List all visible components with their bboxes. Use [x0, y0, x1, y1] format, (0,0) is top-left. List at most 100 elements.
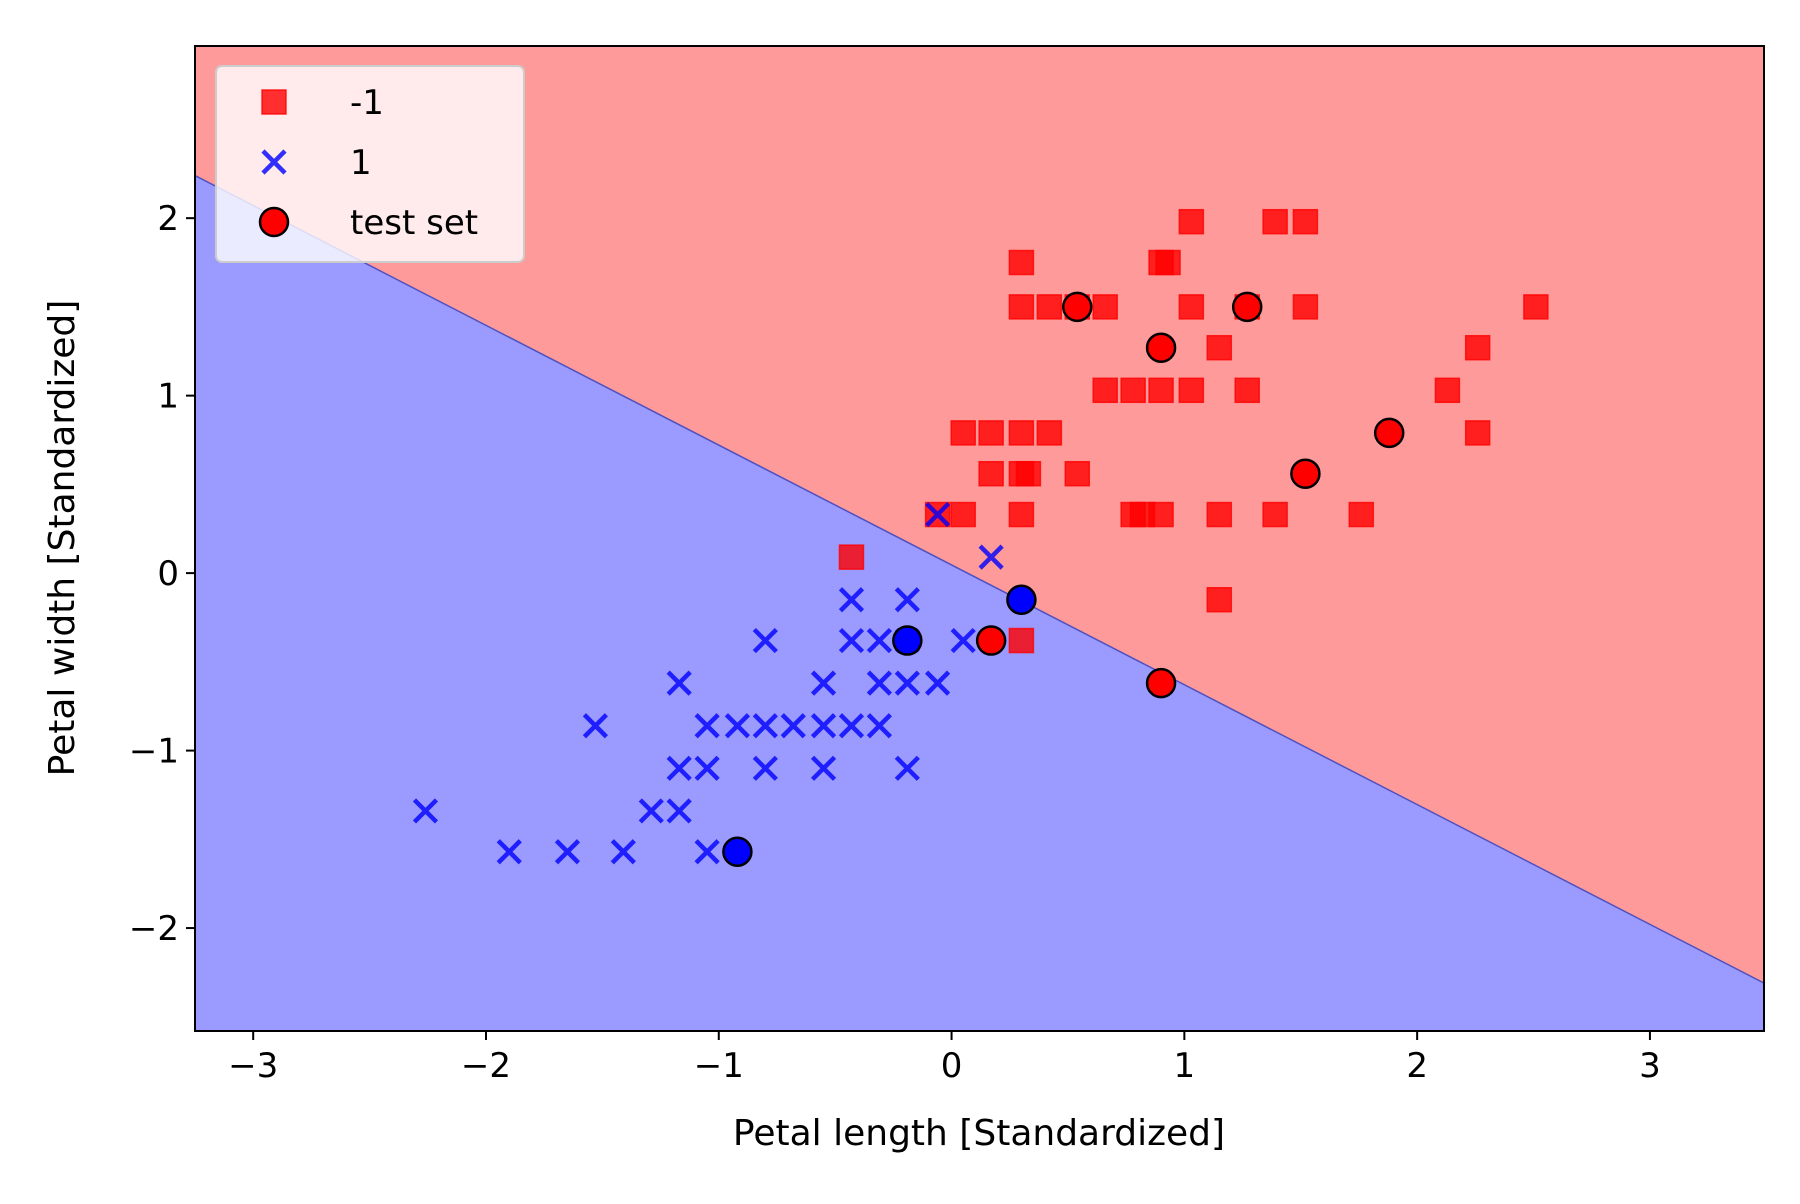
y-tick-label: 1: [157, 377, 179, 417]
x-marker-stroke: [638, 798, 664, 824]
x-marker-stroke: [554, 839, 581, 865]
x-tick-label: −1: [694, 1046, 744, 1086]
point-test-set: [892, 625, 923, 656]
x-marker-stroke: [866, 627, 892, 654]
point-class-1: [694, 755, 720, 781]
x-marker-stroke: [894, 670, 920, 696]
point-class-neg1: [1206, 586, 1233, 613]
y-axis: −2 −1 0 1 2: [129, 199, 195, 949]
point-class-1: [894, 670, 920, 696]
point-class-neg1: [1148, 501, 1174, 528]
x-marker-stroke: [894, 587, 920, 613]
point-class-1: [582, 713, 608, 739]
point-class-neg1: [978, 460, 1004, 487]
x-marker-stroke: [752, 627, 778, 654]
point-test-set: [1145, 667, 1177, 699]
point-class-1: [496, 839, 522, 865]
legend-box: [215, 65, 525, 263]
region-class-neg1: [195, 46, 1764, 984]
y-axis-label: Petal width [Standardized]: [42, 300, 83, 777]
point-class-neg1: [1178, 377, 1205, 404]
point-class-neg1: [1234, 377, 1260, 404]
x-marker-stroke: [780, 713, 806, 739]
point-class-neg1: [1348, 501, 1375, 528]
legend-label: test set: [350, 203, 478, 243]
x-axis: −3 −2 −1 0 1 2 3: [228, 1031, 1661, 1086]
x-marker-stroke: [412, 798, 439, 824]
point-class-1: [894, 587, 920, 613]
point-test-set: [975, 625, 1007, 656]
x-marker-stroke: [582, 713, 608, 739]
point-class-1: [894, 755, 920, 781]
point-class-neg1: [1178, 294, 1205, 320]
x-marker-stroke: [666, 755, 692, 781]
point-class-1: [925, 670, 951, 696]
point-class-neg1: [1092, 294, 1118, 320]
legend-circle-marker: [258, 206, 290, 238]
point-class-1: [752, 713, 778, 739]
point-class-neg1: [1206, 334, 1233, 361]
point-class-1: [752, 755, 778, 781]
x-marker-stroke: [838, 627, 865, 654]
x-tick-label: −3: [228, 1046, 278, 1086]
x-tick-label: −2: [461, 1046, 511, 1086]
point-class-1: [810, 713, 837, 739]
point-class-1: [638, 798, 664, 824]
point-class-neg1: [1206, 501, 1233, 528]
point-test-set: [1145, 332, 1177, 363]
point-class-neg1: [1015, 460, 1042, 487]
point-class-neg1: [1262, 208, 1288, 235]
point-class-neg1: [1262, 501, 1288, 528]
point-class-1: [610, 839, 636, 865]
x-tick-label: 0: [941, 1046, 963, 1086]
legend-label: -1: [350, 83, 384, 123]
x-marker-stroke: [724, 713, 750, 739]
point-test-set: [722, 836, 753, 867]
point-class-1: [925, 501, 951, 528]
point-class-neg1: [1434, 377, 1461, 404]
y-tick-label: −2: [129, 909, 179, 949]
x-marker-stroke: [950, 627, 976, 654]
point-class-neg1: [1008, 501, 1035, 528]
point-class-neg1: [1064, 460, 1091, 487]
x-marker-stroke: [810, 670, 837, 696]
point-class-1: [724, 713, 750, 739]
point-class-neg1: [950, 420, 976, 446]
x-marker-stroke: [694, 713, 720, 739]
data-points: [412, 208, 1549, 867]
plot-frame: [194, 45, 1765, 1032]
x-axis-label: Petal length [Standardized]: [733, 1113, 1225, 1154]
point-class-1: [950, 627, 976, 654]
x-marker-stroke: [496, 839, 522, 865]
point-class-neg1: [978, 420, 1004, 446]
point-class-neg1: [1120, 377, 1146, 404]
point-class-neg1: [1292, 294, 1319, 320]
point-class-neg1: [1523, 294, 1549, 320]
point-test-set: [1231, 291, 1263, 323]
point-class-neg1: [1155, 249, 1181, 276]
point-class-neg1: [1292, 208, 1319, 235]
point-class-1: [866, 713, 892, 739]
point-class-1: [838, 587, 865, 613]
point-class-1: [780, 713, 806, 739]
legend: -1 1 test set: [215, 65, 525, 263]
x-marker-stroke: [838, 587, 865, 613]
point-class-neg1: [1008, 420, 1035, 446]
point-class-neg1: [1036, 294, 1063, 320]
y-tick-label: 2: [157, 199, 179, 239]
x-marker-stroke: [694, 839, 720, 865]
legend-square-marker: [261, 89, 287, 115]
x-marker-stroke: [810, 755, 837, 781]
point-test-set: [1062, 291, 1093, 323]
y-tick-label: −1: [129, 732, 179, 772]
point-class-1: [666, 798, 692, 824]
point-class-neg1: [838, 544, 865, 570]
x-tick-label: 1: [1174, 1046, 1196, 1086]
point-class-neg1: [1464, 334, 1491, 361]
x-marker-stroke: [610, 839, 636, 865]
x-marker-stroke: [978, 544, 1004, 570]
point-class-1: [412, 798, 439, 824]
legend-x-marker: [261, 149, 287, 175]
point-test-set: [1373, 417, 1405, 449]
point-class-neg1: [1008, 627, 1035, 654]
